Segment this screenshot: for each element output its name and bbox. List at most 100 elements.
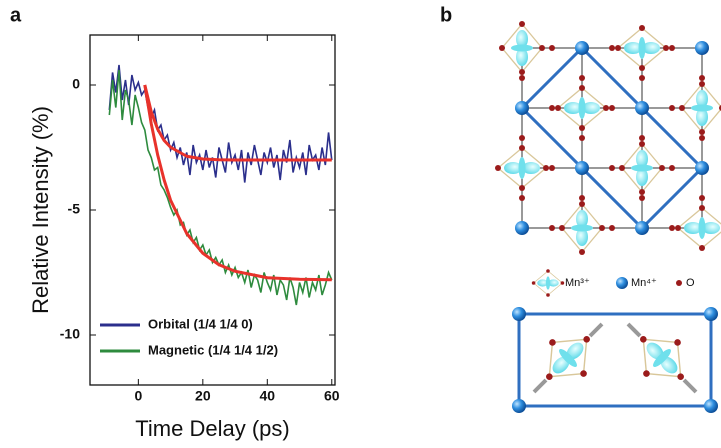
mn4-ion [695,41,709,55]
mn3-orbital [615,25,669,71]
oxygen-ion [549,45,555,51]
lobe [696,90,708,108]
mn4-ion [512,399,526,413]
lobe [646,342,664,360]
oxygen-ion [579,125,585,131]
oxygen-ion [519,69,525,75]
oxygen-ion [699,75,705,81]
x-tick-label: 0 [134,388,142,404]
oxygen-ion [560,281,565,285]
oxygen-ion [555,105,561,111]
oxygen-ion [583,336,590,343]
oxygen-ion [679,105,685,111]
mn3-orbital [555,85,609,131]
lobe [537,279,548,287]
mn3-orbital [499,21,545,75]
oxygen-ion [609,105,615,111]
x-tick-label: 40 [260,388,276,404]
lobe [576,210,588,228]
oxygen-ion [639,141,645,147]
oxygen-ion [579,75,585,81]
lobe [582,102,600,114]
mn4-ion [695,161,709,175]
oxygen-ion [531,281,536,285]
lobe [660,356,678,374]
lobe [696,108,708,126]
mn4-ion [704,399,718,413]
oxygen-ion [639,135,645,141]
oxygen-ion [676,280,682,286]
oxygen-ion [579,249,585,255]
fit-curve [143,84,332,162]
oxygen-ion [669,45,675,51]
oxygen-ion [519,185,525,191]
oxygen-ion [639,75,645,81]
oxygen-ion [579,85,585,91]
lobe [522,162,540,174]
oxygen-ion [546,293,550,297]
displacement-arrow [626,322,642,338]
oxygen-ion [669,225,675,231]
lobe [642,42,660,54]
oxygen-ion [659,165,665,171]
ring [511,44,533,52]
mn3-orbital [619,141,665,195]
y-tick-label: -5 [68,201,81,217]
mn3-orbital [675,205,721,251]
mn4-ion [575,161,589,175]
oxygen-ion [640,336,647,343]
oxygen-ion [495,165,501,171]
oxygen-ion [609,165,615,171]
oxygen-ion [549,165,555,171]
displacement-arrow [682,378,698,394]
oxygen-ion [643,370,650,377]
oxygen-ion [546,269,550,273]
lattice-diagram: Mn³⁺ Mn⁴⁺ O [495,21,721,413]
x-tick-label: 20 [195,388,211,404]
oxygen-ion [669,105,675,111]
lobe [684,222,702,234]
oxygen-ion [580,370,587,377]
legend-label: Mn³⁺ [565,277,590,289]
oxygen-ion [599,225,605,231]
ring [698,217,706,239]
ring [578,97,586,119]
lobe [576,228,588,246]
oxygen-ion [639,195,645,201]
oxygen-ion [609,225,615,231]
x-tick-label: 60 [324,388,340,404]
lobe [548,279,559,287]
mn4-ion [575,41,589,55]
oxygen-ion [699,245,705,251]
oxygen-ion [677,373,684,380]
oxygen-ion [674,339,681,346]
y-tick-label: 0 [72,76,80,92]
panel-label: a [10,4,22,26]
ring [518,157,526,179]
oxygen-ion [543,165,549,171]
mn4-ion [616,277,628,289]
lobe [552,356,570,374]
mn3-orbital [559,201,605,255]
lobe [516,30,528,48]
cell-box [517,312,713,408]
mn4-ion [635,101,649,115]
mn3-orbital [495,145,549,191]
displacement-arrow [588,322,604,338]
lobe [504,162,522,174]
oxygen-ion [519,195,525,201]
ring [631,164,653,172]
unit-cell [519,45,705,231]
lobe [516,48,528,66]
oxygen-ion [699,205,705,211]
ring [559,349,577,367]
oxygen-ion [699,129,705,135]
oxygen-ion [609,45,615,51]
ring [545,276,551,290]
panel-label: b [440,4,452,26]
mn4-ion [704,307,718,321]
ring [691,104,713,112]
oxygen-ion [519,21,525,27]
oxygen-ion [549,105,555,111]
